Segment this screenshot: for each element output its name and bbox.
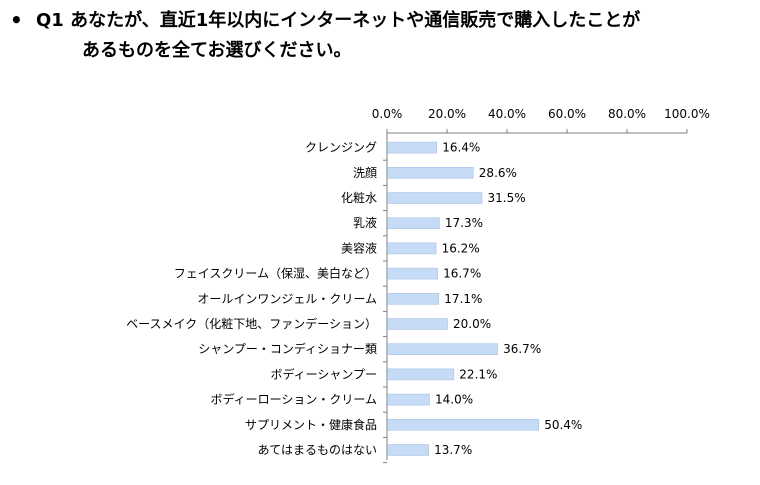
x-tick-label: 20.0%: [428, 107, 466, 121]
x-tick-label: 0.0%: [372, 107, 403, 121]
category-label: あてはまるものはない: [257, 443, 377, 457]
bar: [387, 444, 429, 456]
value-label: 31.5%: [488, 191, 526, 205]
question-title-line-1: Q1 あなたが、直近1年以内にインターネットや通信販売で購入したことが: [36, 10, 641, 31]
category-label: オールインワンジェル・クリーム: [197, 292, 377, 306]
bar: [387, 318, 448, 330]
x-tick-label: 40.0%: [488, 107, 526, 121]
bar: [387, 292, 440, 305]
category-label: 洗顔: [353, 165, 377, 180]
bar: [387, 267, 438, 280]
bullet-icon: •: [10, 8, 23, 32]
category-label: 乳液: [353, 215, 377, 230]
x-tick-label: 60.0%: [548, 107, 586, 121]
question-title-line-2: あるものを全てお選びください。: [82, 40, 352, 61]
bar: [387, 393, 430, 406]
value-label: 14.0%: [435, 393, 473, 407]
value-label: 22.1%: [459, 367, 497, 381]
value-label: 36.7%: [503, 342, 541, 356]
bar: [387, 418, 539, 431]
value-label: 16.7%: [443, 267, 481, 281]
question-title: • Q1 あなたが、直近1年以内にインターネットや通信販売で購入したことが ある…: [0, 0, 760, 70]
value-label: 17.3%: [445, 216, 483, 230]
chart-axes: [383, 129, 688, 464]
value-label: 13.7%: [434, 443, 472, 457]
value-label: 20.0%: [453, 317, 491, 331]
bar-series: [387, 141, 539, 456]
category-label: サプリメント・健康食品: [245, 417, 377, 432]
value-label: 16.2%: [442, 241, 480, 255]
bar: [387, 167, 474, 179]
category-label: 美容液: [341, 240, 377, 255]
value-label: 16.4%: [442, 141, 480, 155]
bar: [387, 242, 437, 255]
category-label: 化粧水: [341, 191, 377, 205]
category-label: ベースメイク（化粧下地、ファンデーション）: [126, 316, 377, 331]
category-label: クレンジング: [305, 141, 377, 155]
bar: [387, 141, 438, 154]
category-label: ボディーローション・クリーム: [210, 392, 377, 407]
category-label: フェイスクリーム（保湿、美白など）: [174, 266, 377, 281]
x-tick-label: 100.0%: [664, 107, 710, 121]
value-labels: 16.4% 28.6% 31.5% 17.3% 16.2% 16.7% 17.1% 20.0%…: [434, 141, 582, 457]
category-label: シャンプー・コンディショナー類: [198, 341, 377, 356]
value-label: 28.6%: [479, 166, 517, 180]
value-label: 50.4%: [544, 418, 582, 432]
bar: [387, 217, 440, 229]
x-axis-tick-labels: 0.0% 20.0% 40.0% 60.0% 80.0% 100.0%: [372, 107, 710, 121]
bar: [387, 343, 498, 356]
x-tick-label: 80.0%: [608, 107, 646, 121]
bar: [387, 368, 455, 381]
value-label: 17.1%: [444, 292, 482, 306]
category-label: ボディーシャンプー: [270, 366, 377, 381]
bar: [387, 192, 483, 204]
